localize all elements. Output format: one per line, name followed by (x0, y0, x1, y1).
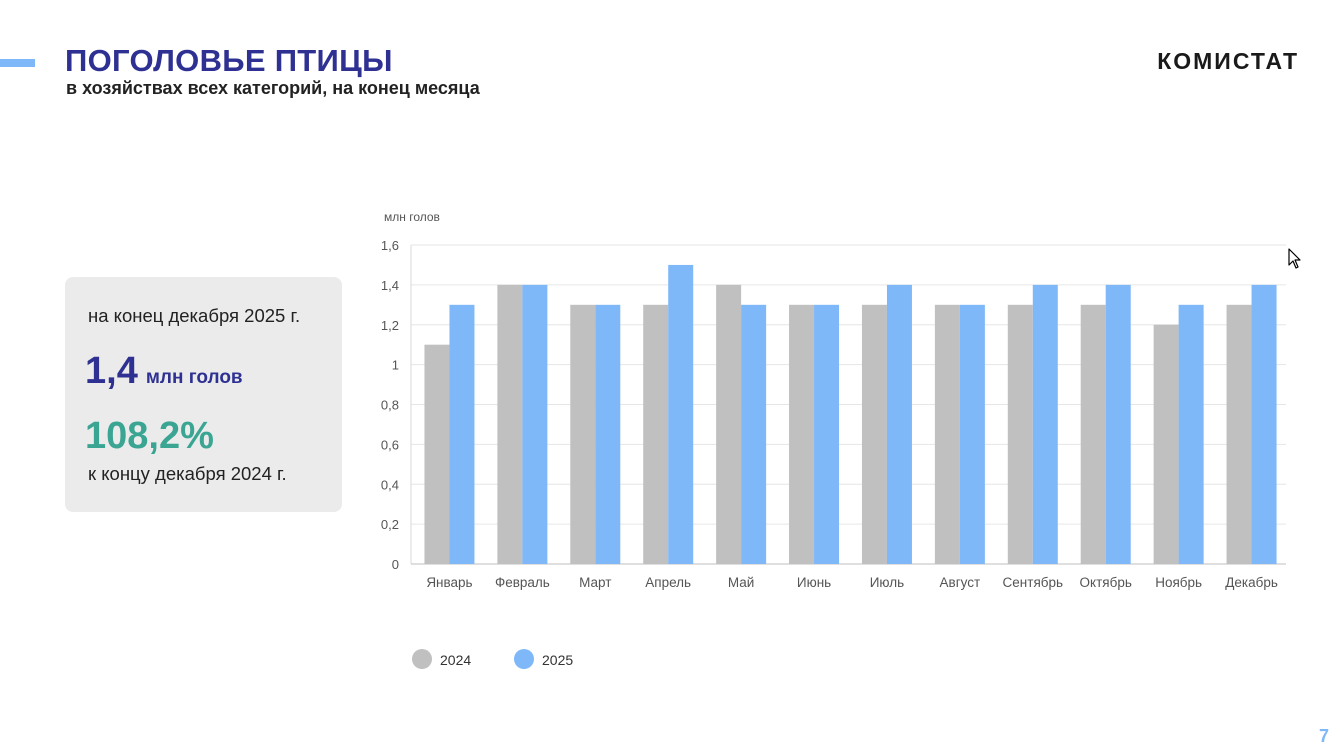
y-tick-label: 1 (392, 358, 399, 373)
bar-2024 (1226, 304, 1252, 564)
bar-2024 (1153, 324, 1179, 564)
y-tick-label: 0,2 (381, 517, 399, 532)
bar-2025 (522, 284, 548, 564)
x-tick-label: Июль (870, 575, 904, 590)
bar-2024 (424, 344, 450, 564)
x-tick-label: Апрель (645, 575, 691, 590)
y-tick-label: 1,2 (381, 318, 399, 333)
bar-2025 (1105, 284, 1131, 564)
legend-marker-2024 (412, 649, 432, 669)
bar-2024 (934, 304, 960, 564)
mouse-pointer-icon (1288, 248, 1301, 269)
legend-marker-2025 (514, 649, 534, 669)
bar-2025 (814, 304, 840, 564)
legend-label: 2024 (440, 652, 471, 668)
bar-2025 (959, 304, 985, 564)
legend-label: 2025 (542, 652, 573, 668)
summary-value: 1,4 (85, 350, 138, 392)
page-number: 7 (1318, 726, 1329, 746)
bar-2024 (716, 284, 742, 564)
accent-bar (0, 59, 35, 67)
bar-2024 (497, 284, 523, 564)
y-tick-label: 0,4 (381, 477, 399, 492)
x-tick-label: Июнь (797, 575, 831, 590)
y-tick-label: 1,6 (381, 238, 399, 253)
page-subtitle: в хозяйствах всех категорий, на конец ме… (66, 78, 480, 98)
y-tick-label: 0 (392, 557, 399, 572)
y-axis-label: млн голов (384, 210, 440, 224)
bar-2025 (449, 304, 475, 564)
bar-2024 (789, 304, 815, 564)
bar-2025 (741, 304, 767, 564)
x-tick-label: Май (728, 575, 754, 590)
y-axis-ticks: 0 0,2 0,4 0,6 0,8 1 1,2 1,4 1,6 (381, 238, 399, 572)
x-tick-label: Сентябрь (1003, 575, 1063, 590)
summary-percent: 108,2% (85, 415, 214, 457)
summary-comparison: к концу декабря 2024 г. (88, 463, 287, 484)
summary-unit: млн голов (145, 367, 243, 388)
summary-value-row: 1,4 млн голов (85, 350, 243, 393)
y-tick-label: 1,4 (381, 278, 399, 293)
brand-logo: КОМИСТАТ (1157, 48, 1299, 74)
x-tick-label: Август (940, 575, 981, 590)
bar-2024 (643, 304, 669, 564)
bar-2024 (861, 304, 887, 564)
bar-chart: млн голов 0 0,2 0,4 0,6 0,8 1 1,2 1,4 1,6 Январь… (381, 210, 1286, 669)
x-tick-label: Февраль (495, 575, 550, 590)
bar-2025 (1178, 304, 1204, 564)
gridlines (410, 244, 1286, 565)
summary-card: на конец декабря 2025 г. 1,4 млн голов 10… (65, 277, 342, 512)
legend: 2024 2025 (412, 649, 573, 669)
bar-2025 (1032, 284, 1058, 564)
bar-2025 (886, 284, 912, 564)
bar-2024 (1080, 304, 1106, 564)
x-tick-label: Январь (426, 575, 472, 590)
page-title: ПОГОЛОВЬЕ ПТИЦЫ (65, 43, 393, 78)
summary-period: на конец декабря 2025 г. (88, 305, 301, 326)
x-tick-label: Март (579, 575, 611, 590)
bar-2025 (1251, 284, 1277, 564)
bar-2024 (1007, 304, 1033, 564)
x-axis-ticks: Январь Февраль Март Апрель Май Июнь Июль Август… (426, 575, 1278, 590)
bar-2024 (570, 304, 596, 564)
x-tick-label: Ноябрь (1155, 575, 1202, 590)
y-tick-label: 0,6 (381, 437, 399, 452)
x-tick-label: Октябрь (1080, 575, 1132, 590)
bars (424, 264, 1277, 564)
y-tick-label: 0,8 (381, 398, 399, 413)
bar-2025 (595, 304, 621, 564)
x-tick-label: Декабрь (1225, 575, 1278, 590)
bar-2025 (668, 264, 694, 564)
